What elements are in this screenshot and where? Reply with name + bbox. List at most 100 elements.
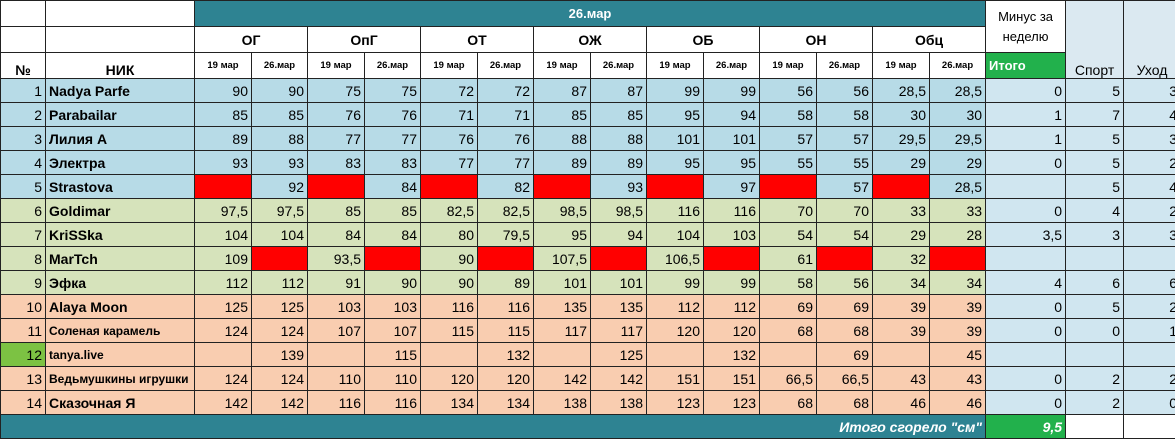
nick-cell[interactable]: MarTch: [45, 246, 195, 271]
measure-cell[interactable]: 93: [251, 150, 308, 175]
measure-cell[interactable]: 80: [420, 222, 478, 247]
itogo-cell[interactable]: 3,5: [985, 222, 1067, 247]
measure-cell[interactable]: 110: [364, 366, 421, 391]
sport-cell[interactable]: 5: [1065, 150, 1125, 175]
measure-cell[interactable]: 125: [251, 294, 308, 319]
nick-cell[interactable]: Эфка: [45, 270, 195, 295]
measure-cell[interactable]: [307, 174, 365, 199]
measure-cell[interactable]: 29,5: [872, 126, 930, 151]
measure-cell[interactable]: 77: [420, 150, 478, 175]
ukhod-cell[interactable]: 3: [1123, 78, 1175, 103]
measure-cell[interactable]: [307, 342, 365, 367]
ukhod-cell[interactable]: 2: [1123, 294, 1175, 319]
measure-cell[interactable]: 32: [872, 246, 930, 271]
measure-cell[interactable]: [646, 174, 704, 199]
measure-cell[interactable]: 85: [533, 102, 591, 127]
itogo-cell[interactable]: 4: [985, 270, 1067, 295]
measure-cell[interactable]: 43: [872, 366, 930, 391]
measure-cell[interactable]: 95: [646, 102, 704, 127]
measure-cell[interactable]: 142: [251, 390, 308, 415]
measure-cell[interactable]: 120: [703, 318, 760, 343]
nick-cell[interactable]: Alaya Moon: [45, 294, 195, 319]
measure-cell[interactable]: 99: [646, 78, 704, 103]
measure-cell[interactable]: 68: [816, 390, 873, 415]
measure-cell[interactable]: 116: [307, 390, 365, 415]
measure-cell[interactable]: 116: [477, 294, 534, 319]
measure-cell[interactable]: 94: [590, 222, 647, 247]
measure-cell[interactable]: 90: [420, 270, 478, 295]
measure-cell[interactable]: 101: [703, 126, 760, 151]
measure-cell[interactable]: 58: [759, 102, 817, 127]
measure-cell[interactable]: 99: [646, 270, 704, 295]
measure-cell[interactable]: 57: [816, 126, 873, 151]
measure-cell[interactable]: 107,5: [533, 246, 591, 271]
measure-cell[interactable]: [194, 342, 252, 367]
measure-cell[interactable]: 134: [420, 390, 478, 415]
measure-cell[interactable]: 101: [646, 126, 704, 151]
ukhod-cell[interactable]: 2: [1123, 198, 1175, 223]
measure-cell[interactable]: 91: [307, 270, 365, 295]
measure-cell[interactable]: 116: [420, 294, 478, 319]
ukhod-cell[interactable]: 2: [1123, 366, 1175, 391]
measure-cell[interactable]: 77: [477, 150, 534, 175]
row-number[interactable]: 7: [0, 222, 46, 247]
measure-cell[interactable]: 76: [420, 126, 478, 151]
measure-cell[interactable]: 55: [759, 150, 817, 175]
itogo-cell[interactable]: 0: [985, 390, 1067, 415]
measure-cell[interactable]: 89: [477, 270, 534, 295]
ukhod-cell[interactable]: [1123, 342, 1175, 367]
measure-cell[interactable]: 135: [590, 294, 647, 319]
measure-cell[interactable]: 116: [646, 198, 704, 223]
measure-cell[interactable]: 39: [928, 318, 987, 343]
itogo-cell[interactable]: [985, 342, 1067, 367]
sport-cell[interactable]: 2: [1065, 390, 1125, 415]
measure-cell[interactable]: 123: [703, 390, 760, 415]
sport-cell[interactable]: 4: [1065, 198, 1125, 223]
measure-cell[interactable]: 104: [646, 222, 704, 247]
sport-cell[interactable]: 7: [1065, 102, 1125, 127]
measure-cell[interactable]: 85: [364, 198, 421, 223]
measure-cell[interactable]: 76: [307, 102, 365, 127]
measure-cell[interactable]: [477, 246, 534, 271]
itogo-cell[interactable]: [985, 246, 1067, 271]
measure-cell[interactable]: 82,5: [477, 198, 534, 223]
measure-cell[interactable]: 56: [816, 270, 873, 295]
row-number[interactable]: 14: [0, 390, 46, 415]
measure-cell[interactable]: 84: [307, 222, 365, 247]
measure-cell[interactable]: 57: [759, 126, 817, 151]
itogo-cell[interactable]: 0: [985, 150, 1067, 175]
measure-cell[interactable]: 99: [703, 270, 760, 295]
itogo-cell[interactable]: 0: [985, 294, 1067, 319]
measure-cell[interactable]: 75: [307, 78, 365, 103]
measure-cell[interactable]: [533, 342, 591, 367]
measure-cell[interactable]: 54: [816, 222, 873, 247]
sport-cell[interactable]: 5: [1065, 294, 1125, 319]
nick-cell[interactable]: Лилия А: [45, 126, 195, 151]
measure-cell[interactable]: 89: [533, 150, 591, 175]
measure-cell[interactable]: 103: [307, 294, 365, 319]
measure-cell[interactable]: 112: [251, 270, 308, 295]
measure-cell[interactable]: 124: [251, 318, 308, 343]
row-number[interactable]: 12: [0, 342, 46, 367]
measure-cell[interactable]: 125: [194, 294, 252, 319]
nick-cell[interactable]: Сказочная Я: [45, 390, 195, 415]
measure-cell[interactable]: 98,5: [533, 198, 591, 223]
measure-cell[interactable]: 89: [194, 126, 252, 151]
ukhod-cell[interactable]: 4: [1123, 174, 1175, 199]
measure-cell[interactable]: 124: [251, 366, 308, 391]
measure-cell[interactable]: 112: [194, 270, 252, 295]
row-number[interactable]: 2: [0, 102, 46, 127]
measure-cell[interactable]: 103: [703, 222, 760, 247]
measure-cell[interactable]: 33: [872, 198, 930, 223]
measure-cell[interactable]: 101: [533, 270, 591, 295]
measure-cell[interactable]: 75: [364, 78, 421, 103]
measure-cell[interactable]: 39: [872, 318, 930, 343]
sport-cell[interactable]: 3: [1065, 222, 1125, 247]
measure-cell[interactable]: 72: [477, 78, 534, 103]
measure-cell[interactable]: 99: [703, 78, 760, 103]
measure-cell[interactable]: 82,5: [420, 198, 478, 223]
measure-cell[interactable]: 28,5: [928, 174, 987, 199]
measure-cell[interactable]: 69: [759, 294, 817, 319]
measure-cell[interactable]: 88: [251, 126, 308, 151]
measure-cell[interactable]: 29: [928, 150, 987, 175]
